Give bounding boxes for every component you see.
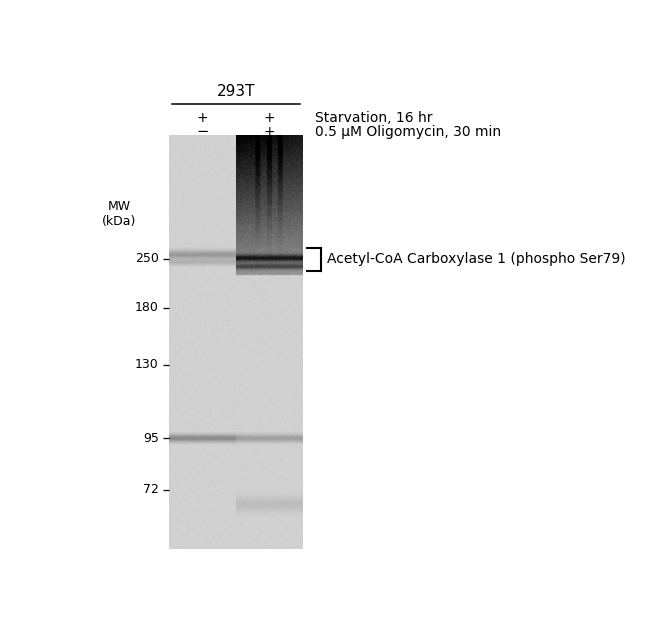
Text: 0.5 μM Oligomycin, 30 min: 0.5 μM Oligomycin, 30 min [315, 125, 502, 139]
Bar [170, 135, 303, 549]
Text: 72: 72 [143, 484, 159, 497]
Text: MW
(kDa): MW (kDa) [102, 201, 136, 229]
Text: 293T: 293T [217, 84, 255, 99]
Text: 95: 95 [143, 432, 159, 445]
Text: +: + [197, 111, 209, 125]
Text: 250: 250 [135, 252, 159, 265]
Text: +: + [264, 111, 275, 125]
Text: −: − [196, 125, 209, 139]
Text: Acetyl-CoA Carboxylase 1 (phospho Ser79): Acetyl-CoA Carboxylase 1 (phospho Ser79) [326, 252, 625, 266]
Text: 130: 130 [135, 358, 159, 371]
Text: 180: 180 [135, 302, 159, 314]
Text: +: + [264, 125, 275, 139]
Text: Starvation, 16 hr: Starvation, 16 hr [315, 111, 433, 125]
